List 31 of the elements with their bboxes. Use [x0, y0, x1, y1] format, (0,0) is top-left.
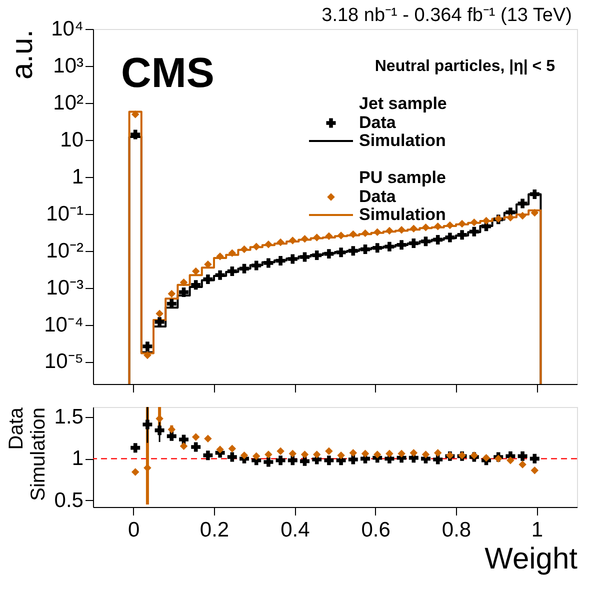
annotation: Jet sample: [359, 94, 447, 113]
y-tick-label: 10⁻²: [46, 239, 84, 262]
y-axis-title: Data Simulation: [5, 406, 50, 501]
legend-label: Data: [359, 187, 396, 206]
y-tick-label: 10⁻³: [46, 276, 84, 300]
x-axis-title: Weight: [484, 542, 578, 576]
y-tick-label: 10³: [53, 54, 84, 78]
legend-label: Simulation: [359, 205, 446, 224]
annotation: PU sample: [359, 168, 446, 187]
legend-label: Simulation: [359, 131, 446, 150]
y-tick-label: 0.5: [54, 488, 84, 512]
y-tick-label: 10: [60, 128, 84, 152]
y-axis-title: a.u.: [6, 30, 40, 80]
x-tick-label: 1: [531, 518, 544, 542]
x-tick-label: 0.6: [361, 518, 390, 542]
x-tick-label: 0.2: [200, 518, 230, 542]
y-tick-label: 1: [72, 165, 84, 188]
legend-label: Data: [359, 113, 396, 132]
y-tick-label: 1: [72, 447, 84, 470]
y-tick-label: 1.5: [54, 406, 84, 428]
x-tick-label: 0.8: [442, 518, 472, 542]
y-tick-label: 10⁻¹: [46, 202, 84, 226]
text: 3.18 nb⁻¹ - 0.364 fb⁻¹ (13 TeV): [322, 5, 572, 26]
x-tick-label: 0: [128, 518, 140, 542]
x-tick-label: 0.4: [280, 518, 310, 542]
y-tick-label: 10⁴: [51, 18, 84, 40]
annotation: Neutral particles, |η| < 5: [374, 58, 556, 75]
y-tick-label: 10²: [53, 91, 84, 114]
y-tick-label: 10⁻⁴: [44, 313, 84, 336]
annotation: CMS: [121, 49, 214, 96]
y-tick-label: 10⁻⁵: [44, 350, 84, 374]
